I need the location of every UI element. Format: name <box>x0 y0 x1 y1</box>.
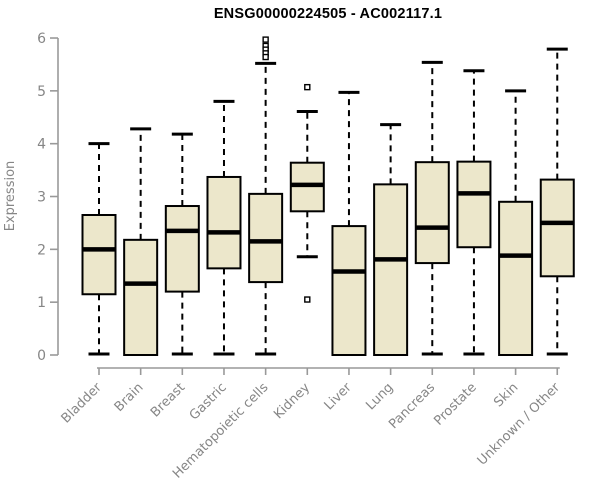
iqr-box <box>539 178 575 278</box>
iqr-box <box>498 200 534 356</box>
box-group-pancreas <box>414 60 450 356</box>
iqr-box <box>373 183 409 356</box>
iqr-box <box>456 160 492 249</box>
x-tick-label: Prostate <box>431 380 479 428</box>
chart-title: ENSG00000224505 - AC002117.1 <box>213 6 443 22</box>
y-tick-label: 1 <box>37 295 46 311</box>
x-tick-label: Breast <box>148 380 188 420</box>
outlier-point <box>304 296 311 303</box>
outlier-point <box>304 83 311 91</box>
iqr-box <box>331 225 367 356</box>
y-tick-label: 3 <box>37 190 46 206</box>
box-group-brain <box>123 127 159 356</box>
x-tick-label: Liver <box>322 380 356 414</box>
y-tick-label: 6 <box>37 31 46 47</box>
box-group-liver <box>331 90 367 356</box>
x-tick-label: Brain <box>112 380 147 415</box>
iqr-box <box>81 214 117 296</box>
box-group-bladder <box>81 142 117 356</box>
iqr-box <box>206 175 242 270</box>
x-tick-label: Kidney <box>271 380 313 422</box>
box-group-kidney <box>289 83 325 303</box>
y-tick-label: 2 <box>37 242 46 258</box>
x-tick-label: Bladder <box>59 380 106 427</box>
box-group-unknown-other <box>539 47 575 356</box>
box-group-skin <box>498 89 534 356</box>
y-tick-label: 0 <box>37 348 46 364</box>
y-tick-label: 4 <box>37 137 46 153</box>
box-group-prostate <box>456 69 492 356</box>
iqr-box <box>123 238 159 356</box>
x-tick-label: Skin <box>491 380 521 410</box>
iqr-box <box>414 161 450 265</box>
box-group-gastric <box>206 99 242 356</box>
box-group-hematopoietic-cells <box>248 36 284 356</box>
outlier-point <box>262 53 269 61</box>
x-tick-label: Lung <box>363 380 396 413</box>
box-group-breast <box>164 132 200 356</box>
y-tick-label: 5 <box>37 84 46 100</box>
box-group-lung <box>373 123 409 356</box>
x-tick-label: Pancreas <box>386 380 438 432</box>
iqr-box <box>164 205 200 293</box>
outlier-point <box>262 36 269 43</box>
iqr-box <box>248 192 284 284</box>
